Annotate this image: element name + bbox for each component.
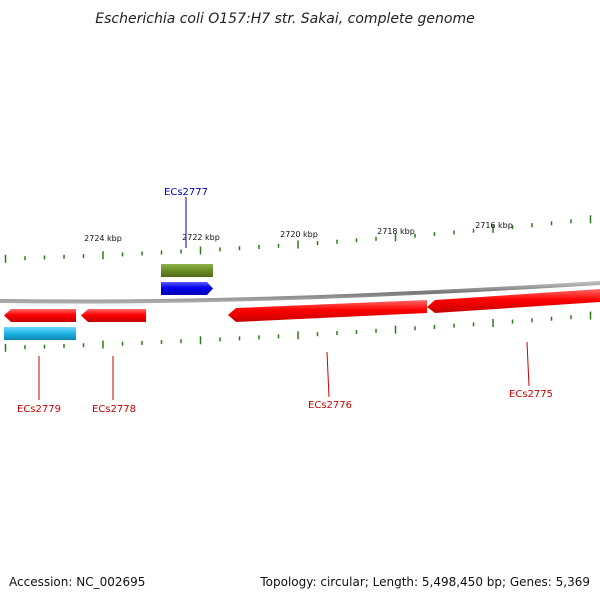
genome-backbone bbox=[0, 281, 600, 304]
map-title: Escherichia coli O157:H7 str. Sakai, com… bbox=[95, 11, 474, 27]
gene-label-ecs2777[interactable]: ECs2777 bbox=[164, 187, 208, 198]
feature-green[interactable] bbox=[161, 264, 213, 277]
gene-ecs2776[interactable] bbox=[228, 300, 427, 322]
genome-summary-text: Topology: circular; Length: 5,498,450 bp… bbox=[259, 575, 590, 589]
gene-ecs2775[interactable] bbox=[427, 289, 600, 313]
ruler-labels: 2724 kbp 2722 kbp 2720 kbp 2718 kbp 2716… bbox=[84, 221, 513, 243]
gene-label-ecs2779[interactable]: ECs2779 bbox=[17, 404, 61, 415]
leader-line-ecs2775 bbox=[526, 341, 530, 387]
gene-label-ecs2775[interactable]: ECs2775 bbox=[509, 389, 553, 400]
accession-text: Accession: NC_002695 bbox=[9, 575, 145, 589]
tick-row-inner bbox=[4, 311, 592, 352]
ruler-label-2718: 2718 kbp bbox=[377, 227, 415, 236]
tick-row-outer bbox=[4, 215, 592, 263]
gene-ecs2778[interactable] bbox=[81, 309, 146, 322]
gene-label-ecs2776[interactable]: ECs2776 bbox=[308, 400, 352, 411]
gene-ecs2779[interactable] bbox=[4, 309, 76, 322]
leader-line-ecs2776 bbox=[326, 351, 330, 398]
gene-label-ecs2778[interactable]: ECs2778 bbox=[92, 404, 136, 415]
gene-ecs2777[interactable] bbox=[161, 282, 213, 295]
ruler-label-2720: 2720 kbp bbox=[280, 230, 318, 239]
ruler-label-2722: 2722 kbp bbox=[182, 233, 220, 242]
feature-cyan[interactable] bbox=[4, 327, 76, 340]
ruler-label-2716: 2716 kbp bbox=[475, 221, 513, 230]
ruler-label-2724: 2724 kbp bbox=[84, 234, 122, 243]
